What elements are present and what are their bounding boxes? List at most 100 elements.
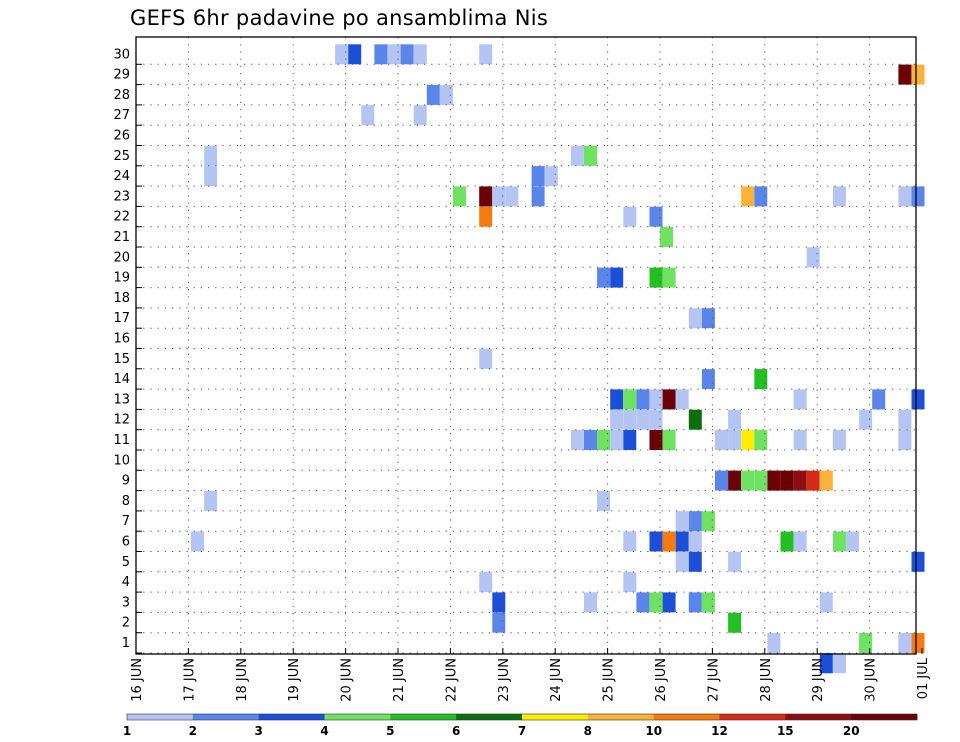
heatmap-cell	[832, 653, 846, 674]
colorbar: 1 2 3 4 5 6 7 8 10 12 15 20	[123, 713, 918, 738]
heatmap-cell	[636, 409, 650, 430]
heatmap-cell	[636, 389, 650, 410]
heatmap-cell	[348, 44, 362, 65]
heatmap-cell	[439, 84, 453, 105]
heatmap-cell	[623, 409, 637, 430]
y-tick-label: 2	[122, 616, 130, 631]
y-tick-label: 13	[113, 392, 130, 407]
heatmap-cell	[898, 633, 912, 653]
heatmap-cell	[859, 633, 873, 653]
colorbar-label: 8	[584, 724, 592, 738]
x-tick-label: 23 JUN	[497, 658, 512, 702]
heatmap-cell	[610, 430, 624, 450]
colorbar-label: 2	[189, 724, 197, 738]
heatmap-cell	[204, 490, 218, 511]
heatmap-cell	[492, 186, 506, 207]
heatmap-cell	[505, 186, 519, 207]
y-tick-label: 24	[113, 169, 130, 184]
heatmap-cell	[610, 409, 624, 430]
plot-frame	[135, 36, 917, 655]
heatmap-cell	[649, 430, 663, 450]
x-tick-label: 01 JUL	[916, 657, 931, 699]
heatmap-cell	[793, 470, 807, 491]
y-axis: 1234567891011121314151617181920212223242…	[113, 47, 142, 654]
heatmap-cell	[754, 369, 768, 390]
y-tick-label: 9	[122, 474, 130, 489]
heatmap-cell	[413, 44, 427, 65]
heatmap-cell	[570, 430, 584, 450]
colorbar-label: 5	[386, 724, 394, 738]
heatmap-cell	[819, 592, 833, 613]
heatmap-cell	[806, 247, 820, 268]
y-tick-label: 8	[122, 494, 130, 509]
heatmap-cell	[479, 186, 493, 207]
heatmap-cell	[597, 267, 611, 288]
cells-layer	[191, 44, 925, 674]
heatmap-cell	[636, 592, 650, 613]
heatmap-cell	[479, 572, 493, 593]
colorbar-swatch	[390, 714, 457, 720]
heatmap-cell	[413, 105, 427, 126]
colorbar-label: 3	[255, 724, 263, 738]
heatmap-cell	[649, 267, 663, 288]
chart-title: GEFS 6hr padavine po ansamblima Nis	[130, 6, 549, 30]
heatmap-cell	[728, 612, 742, 633]
colorbar-swatch	[456, 714, 523, 720]
colorbar-label: 20	[843, 724, 860, 738]
heatmap-cell	[426, 84, 440, 105]
y-tick-label: 11	[113, 433, 130, 448]
heatmap-cell	[701, 511, 715, 532]
x-tick-label: 17 JUN	[182, 658, 197, 702]
colorbar-label: 7	[518, 724, 526, 738]
heatmap-cell	[898, 430, 912, 450]
heatmap-cell	[649, 409, 663, 430]
heatmap-cell	[793, 389, 807, 410]
heatmap-cell	[898, 64, 912, 85]
y-tick-label: 19	[113, 271, 130, 286]
heatmap-cell	[911, 633, 925, 653]
colorbar-label: 10	[645, 724, 662, 738]
x-tick-label: 25 JUN	[602, 658, 617, 702]
heatmap-cell	[728, 470, 742, 491]
heatmap-cell	[649, 592, 663, 613]
heatmap-cell	[623, 430, 637, 450]
y-tick-label: 25	[113, 149, 130, 164]
colorbar-swatch	[851, 714, 918, 720]
heatmap-cell	[675, 389, 689, 410]
heatmap-cell	[479, 348, 493, 369]
heatmap-cell	[701, 369, 715, 390]
heatmap-cell	[715, 430, 728, 450]
heatmap-cell	[741, 430, 755, 450]
x-tick-label: 16 JUN	[130, 658, 145, 702]
colorbar-swatch	[324, 714, 391, 720]
heatmap-cell	[492, 592, 506, 613]
heatmap-cell	[453, 186, 466, 207]
heatmap-cell	[832, 186, 846, 207]
heatmap-cell	[754, 470, 768, 491]
heatmap-cell	[597, 490, 611, 511]
heatmap-cell	[597, 430, 611, 450]
heatmap-cell	[715, 470, 728, 491]
heatmap-cell	[584, 145, 597, 166]
colorbar-label: 6	[452, 724, 460, 738]
heatmap-cell	[767, 470, 781, 491]
heatmap-cell	[701, 308, 715, 329]
heatmap-cell	[662, 592, 676, 613]
x-tick-label: 22 JUN	[444, 658, 459, 702]
heatmap-cell	[780, 531, 794, 552]
colorbar-swatch	[192, 714, 259, 720]
heatmap-cell	[688, 511, 702, 532]
heatmap-cell	[688, 551, 702, 572]
colorbar-swatch	[653, 714, 720, 720]
y-tick-label: 17	[113, 311, 130, 326]
x-tick-label: 21 JUN	[392, 658, 407, 702]
y-tick-label: 28	[113, 88, 130, 103]
heatmap-cell	[911, 186, 925, 207]
heatmap-cell	[688, 531, 702, 552]
colorbar-label: 4	[320, 724, 328, 738]
heatmap-cell	[400, 44, 414, 65]
heatmap-cell	[623, 572, 637, 593]
y-tick-label: 29	[113, 68, 130, 83]
colorbar-swatch	[127, 714, 194, 720]
heatmap-cell	[819, 470, 833, 491]
